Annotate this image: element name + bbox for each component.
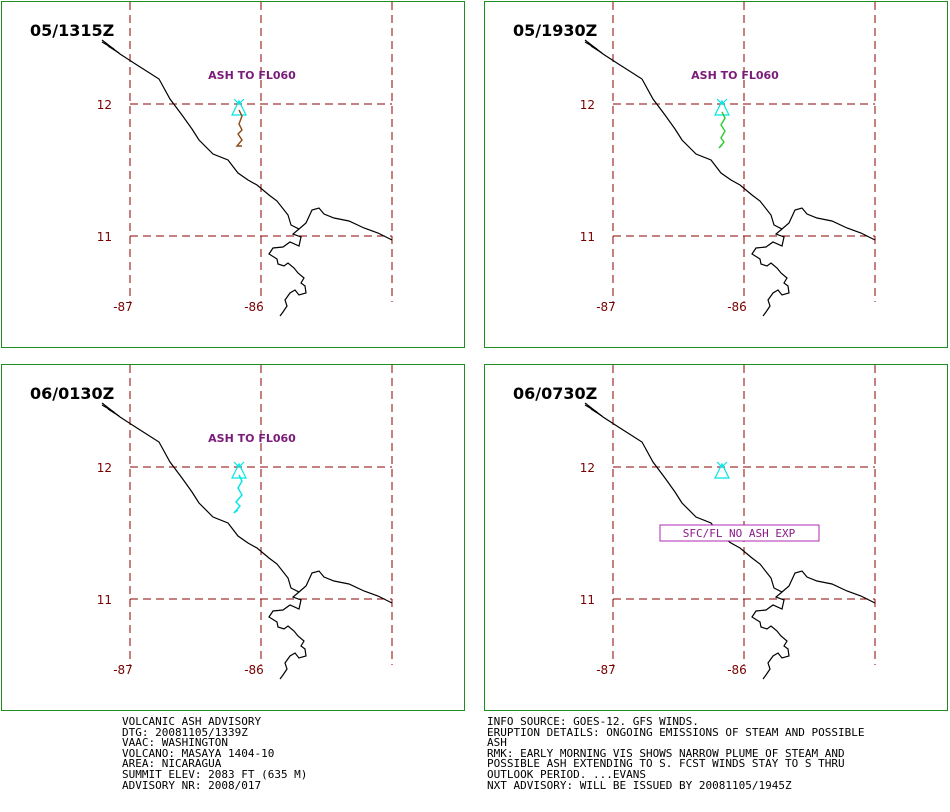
- ash-plume-outline: [718, 111, 726, 149]
- volcano-triangle-icon: [714, 462, 730, 479]
- map-panel-3: 06/0130Z 12 11 -87 -86 ASH TO FL060: [1, 364, 465, 711]
- lat-label-11: 11: [97, 230, 112, 244]
- lon-label-86: -86: [244, 300, 264, 314]
- coastline: [584, 402, 876, 604]
- volcano-top-icon: [716, 98, 728, 105]
- grid-lines: [612, 2, 876, 302]
- volcano-triangle-icon: [231, 462, 247, 479]
- lat-label-12: 12: [97, 98, 112, 112]
- advisory-details-line: ERUPTION DETAILS: ONGOING EMISSIONS OF S…: [487, 725, 865, 739]
- advisory-header-line: SUMMIT ELEV: 2083 FT (635 M): [122, 767, 308, 781]
- advisory-details-line: RMK: EARLY MORNING VIS SHOWS NARROW PLUM…: [487, 746, 845, 760]
- map-canvas: 05/1315Z 12 11 -87 -86 ASH TO FL060: [30, 2, 393, 317]
- lat-label-12: 12: [97, 461, 112, 475]
- volcano-top-icon: [716, 461, 728, 468]
- lat-label-12: 12: [580, 98, 595, 112]
- advisory-details-line: POSSIBLE ASH EXTENDING TO S. FCST WINDS …: [487, 757, 845, 771]
- advisory-details-line: INFO SOURCE: GOES-12. GFS WINDS.: [487, 715, 699, 728]
- advisory-header-line: ADVISORY NR: 2008/017: [122, 778, 262, 792]
- advisory-details-line: NXT ADVISORY: WILL BE ISSUED BY 20081105…: [487, 778, 792, 792]
- panel-time: 05/1930Z: [513, 21, 597, 40]
- map-panel-2: 05/1930Z 12 11 -87 -86 ASH TO FL060: [484, 1, 948, 348]
- coast-tick: [584, 41, 603, 54]
- ash-plume-outline: [235, 109, 243, 147]
- grid-lines: [612, 365, 876, 665]
- gulf-coastline: [268, 591, 307, 680]
- lon-label-86: -86: [727, 300, 747, 314]
- grid-lines: [129, 2, 393, 302]
- map-panel-1: 05/1315Z 12 11 -87 -86 ASH TO FL060: [1, 1, 465, 348]
- volcano-triangle-icon: [231, 99, 247, 116]
- lon-label-87: -87: [596, 663, 616, 677]
- panel-time: 06/0730Z: [513, 384, 597, 403]
- grid-lines: [129, 365, 393, 665]
- panel-time: 05/1315Z: [30, 21, 114, 40]
- coast-tick: [101, 404, 120, 417]
- ash-height-label: ASH TO FL060: [208, 432, 296, 445]
- advisory-details-line: ASH: [487, 736, 507, 750]
- lat-label-11: 11: [580, 230, 595, 244]
- advisory-details-line: OUTLOOK PERIOD. ...EVANS: [487, 767, 646, 781]
- gulf-coastline: [268, 228, 307, 317]
- lon-label-86: -86: [244, 663, 264, 677]
- coast-tick: [101, 41, 120, 54]
- ash-height-label: ASH TO FL060: [208, 69, 296, 82]
- coastline: [584, 39, 876, 241]
- volcano-top-icon: [233, 461, 245, 468]
- ash-height-label: ASH TO FL060: [691, 69, 779, 82]
- ash-plume-outline: [233, 474, 243, 514]
- gulf-coastline: [751, 228, 790, 317]
- advisory-header-line: DTG: 20081105/1339Z: [122, 725, 248, 739]
- lon-label-87: -87: [113, 300, 133, 314]
- panel-time: 06/0130Z: [30, 384, 114, 403]
- gulf-coastline: [751, 591, 790, 680]
- lon-label-87: -87: [113, 663, 133, 677]
- coastline: [101, 39, 393, 241]
- volcano-top-icon: [233, 98, 245, 105]
- no-ash-box: [659, 524, 820, 542]
- coast-tick: [584, 404, 603, 417]
- lat-label-12: 12: [580, 461, 595, 475]
- map-panel-4: 06/0730Z 12 11 -87 -86 SFC/FL NO ASH EXP: [484, 364, 948, 711]
- volcano-triangle-icon: [714, 99, 730, 116]
- map-canvas: 06/0130Z 12 11 -87 -86 ASH TO FL060: [30, 365, 393, 680]
- lat-label-11: 11: [97, 593, 112, 607]
- advisory-header-line: VAAC: WASHINGTON: [122, 736, 228, 750]
- map-canvas: 05/1930Z 12 11 -87 -86 ASH TO FL060: [513, 2, 876, 317]
- coastline: [101, 402, 393, 604]
- lon-label-86: -86: [727, 663, 747, 677]
- advisory-header-line: VOLCANO: MASAYA 1404-10: [122, 746, 275, 760]
- advisory-header-line: VOLCANIC ASH ADVISORY: [122, 715, 262, 728]
- advisory-header-block: VOLCANIC ASH ADVISORY DTG: 20081105/1339Z…: [122, 715, 308, 792]
- advisory-header-line: AREA: NICARAGUA: [122, 757, 222, 771]
- lon-label-87: -87: [596, 300, 616, 314]
- map-canvas: 06/0730Z 12 11 -87 -86 SFC/FL NO ASH EXP: [513, 365, 876, 680]
- advisory-details-block: INFO SOURCE: GOES-12. GFS WINDS. ERUPTION…: [487, 715, 865, 792]
- no-ash-label: SFC/FL NO ASH EXP: [683, 527, 796, 540]
- lat-label-11: 11: [580, 593, 595, 607]
